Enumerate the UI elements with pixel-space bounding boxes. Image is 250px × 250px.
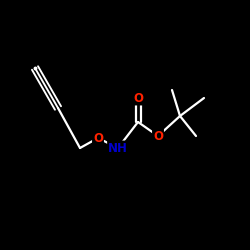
Text: O: O — [133, 92, 143, 104]
Text: O: O — [93, 132, 103, 144]
Text: O: O — [153, 130, 163, 142]
Text: NH: NH — [108, 142, 128, 154]
